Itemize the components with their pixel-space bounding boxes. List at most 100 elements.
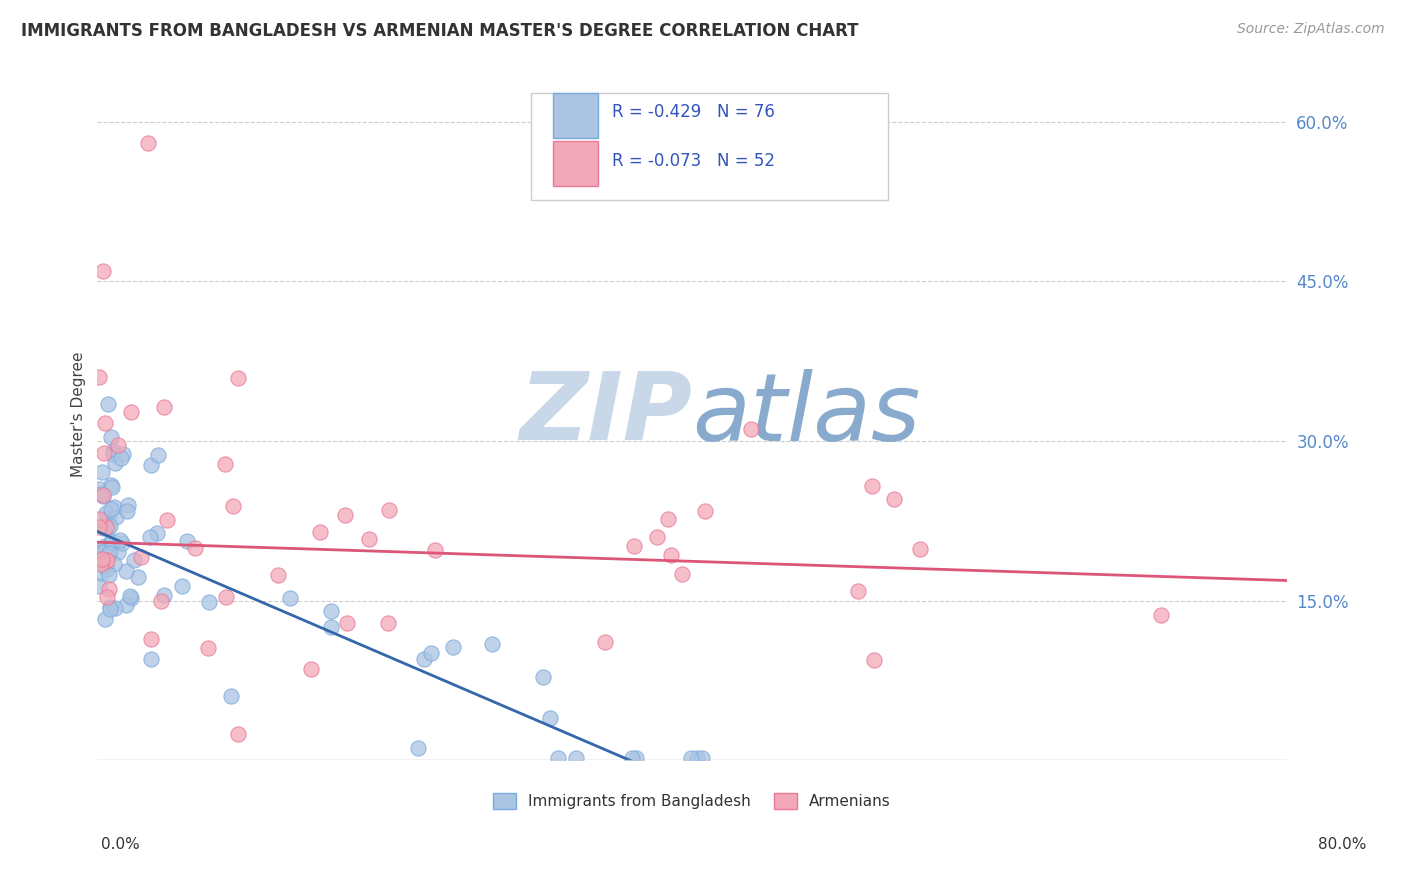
Text: Source: ZipAtlas.com: Source: ZipAtlas.com	[1237, 22, 1385, 37]
Point	[90, 486, 112, 500]
Point	[93, 446, 115, 460]
Point	[96, 562, 118, 576]
Point	[146, 448, 169, 462]
Point	[883, 492, 905, 507]
Point	[115, 599, 138, 613]
Point	[91, 566, 114, 581]
Point	[101, 447, 124, 461]
Point	[94, 539, 117, 553]
Point	[657, 512, 679, 526]
Point	[197, 641, 219, 656]
Point	[153, 588, 176, 602]
Point	[1149, 608, 1171, 623]
Point	[107, 545, 129, 559]
Point	[103, 557, 125, 571]
Point	[846, 584, 869, 599]
Point	[117, 498, 139, 512]
Point	[97, 520, 120, 534]
Point	[623, 539, 645, 553]
Point	[101, 534, 124, 549]
Point	[97, 397, 120, 411]
Y-axis label: Master's Degree: Master's Degree	[72, 351, 86, 477]
FancyBboxPatch shape	[553, 141, 598, 186]
Point	[104, 601, 127, 615]
Point	[108, 533, 131, 547]
Point	[336, 615, 359, 630]
Point	[107, 438, 129, 452]
Point	[423, 542, 446, 557]
Point	[139, 651, 162, 665]
Point	[101, 480, 124, 494]
Point	[114, 564, 136, 578]
Point	[120, 405, 142, 419]
Point	[198, 595, 221, 609]
Point	[214, 458, 236, 472]
Point	[377, 616, 399, 631]
Text: ZIP: ZIP	[519, 368, 692, 460]
Point	[538, 711, 561, 725]
Point	[278, 591, 301, 605]
Point	[101, 443, 124, 458]
Point	[117, 504, 139, 518]
Point	[215, 590, 238, 604]
Point	[91, 489, 114, 503]
Point	[97, 509, 120, 524]
Point	[100, 501, 122, 516]
Point	[105, 509, 128, 524]
FancyBboxPatch shape	[531, 93, 889, 200]
Point	[153, 401, 176, 415]
Point	[299, 662, 322, 676]
Point	[87, 511, 110, 525]
Point	[219, 689, 242, 703]
Point	[100, 430, 122, 444]
Point	[593, 635, 616, 649]
Point	[100, 478, 122, 492]
Point	[321, 604, 343, 618]
Point	[87, 482, 110, 496]
Point	[89, 557, 111, 571]
Point	[98, 599, 121, 614]
Point	[90, 465, 112, 479]
Point	[659, 548, 682, 562]
Point	[690, 751, 713, 765]
Point	[91, 264, 114, 278]
Point	[87, 520, 110, 534]
Point	[624, 751, 647, 765]
Point	[321, 620, 343, 634]
Point	[104, 456, 127, 470]
Point	[96, 590, 118, 604]
Point	[441, 640, 464, 654]
Point	[679, 751, 702, 765]
Point	[266, 567, 288, 582]
Point	[87, 579, 110, 593]
Point	[110, 451, 132, 466]
Point	[156, 513, 179, 527]
Point	[93, 521, 115, 535]
Point	[91, 488, 114, 502]
Point	[87, 370, 110, 384]
Point	[359, 533, 381, 547]
Point	[335, 508, 357, 523]
Point	[481, 637, 503, 651]
Point	[136, 136, 159, 150]
Text: IMMIGRANTS FROM BANGLADESH VS ARMENIAN MASTER'S DEGREE CORRELATION CHART: IMMIGRANTS FROM BANGLADESH VS ARMENIAN M…	[21, 22, 859, 40]
Point	[150, 594, 173, 608]
Point	[685, 751, 707, 765]
Point	[139, 632, 162, 646]
Point	[127, 569, 149, 583]
Point	[87, 548, 110, 562]
Point	[120, 591, 142, 606]
Point	[131, 549, 153, 564]
Point	[87, 541, 110, 556]
Point	[98, 582, 121, 596]
Point	[98, 547, 121, 561]
Point	[94, 520, 117, 534]
Point	[176, 534, 198, 549]
Point	[378, 502, 401, 516]
Point	[863, 653, 886, 667]
Point	[96, 549, 118, 563]
Point	[139, 530, 162, 544]
Point	[184, 541, 207, 555]
Point	[94, 416, 117, 430]
Point	[860, 479, 883, 493]
